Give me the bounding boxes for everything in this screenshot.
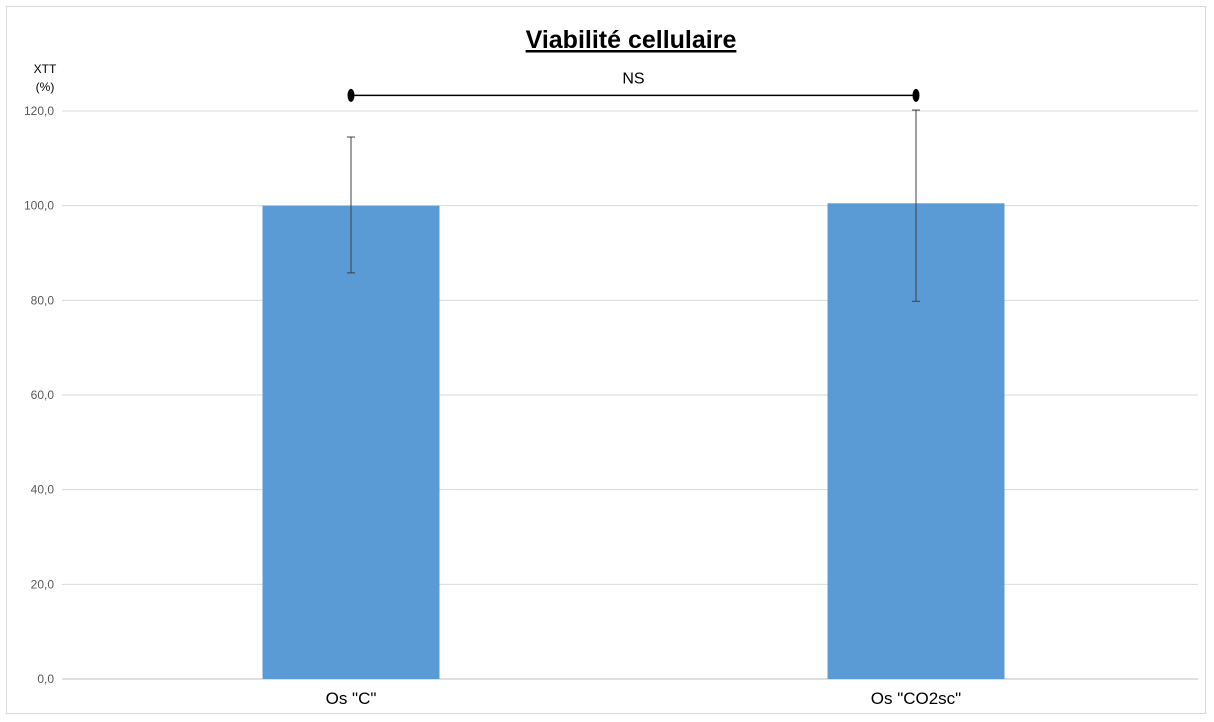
- y-axis-label-percent: (%): [36, 80, 55, 94]
- significance-label: NS: [622, 70, 644, 87]
- error-bars: [347, 109, 920, 302]
- y-tick-label: 0,0: [37, 672, 54, 686]
- gridlines: [62, 110, 1198, 680]
- bar: [262, 205, 440, 679]
- category-label: Os "C": [326, 689, 377, 708]
- y-tick-label: 80,0: [31, 293, 55, 307]
- y-axis-label-unit: XTT: [34, 62, 57, 76]
- category-labels: Os "C" Os "CO2sc": [326, 689, 962, 708]
- y-tick-label: 60,0: [31, 388, 55, 402]
- chart-frame: [6, 6, 1206, 714]
- y-tick-label: 20,0: [31, 577, 55, 591]
- category-label: Os "CO2sc": [871, 689, 961, 708]
- bars: [262, 203, 1005, 680]
- significance-bracket: NS: [347, 70, 920, 102]
- y-tick-label: 100,0: [24, 199, 54, 213]
- significance-marker: [347, 88, 355, 102]
- significance-marker: [912, 88, 920, 102]
- y-tick-label: 40,0: [31, 483, 55, 497]
- y-tick-labels: 0,0 20,0 40,0 60,0 80,0 100,0 120,0: [24, 104, 54, 686]
- y-tick-label: 120,0: [24, 104, 54, 118]
- chart-title: Viabilité cellulaire: [526, 26, 737, 54]
